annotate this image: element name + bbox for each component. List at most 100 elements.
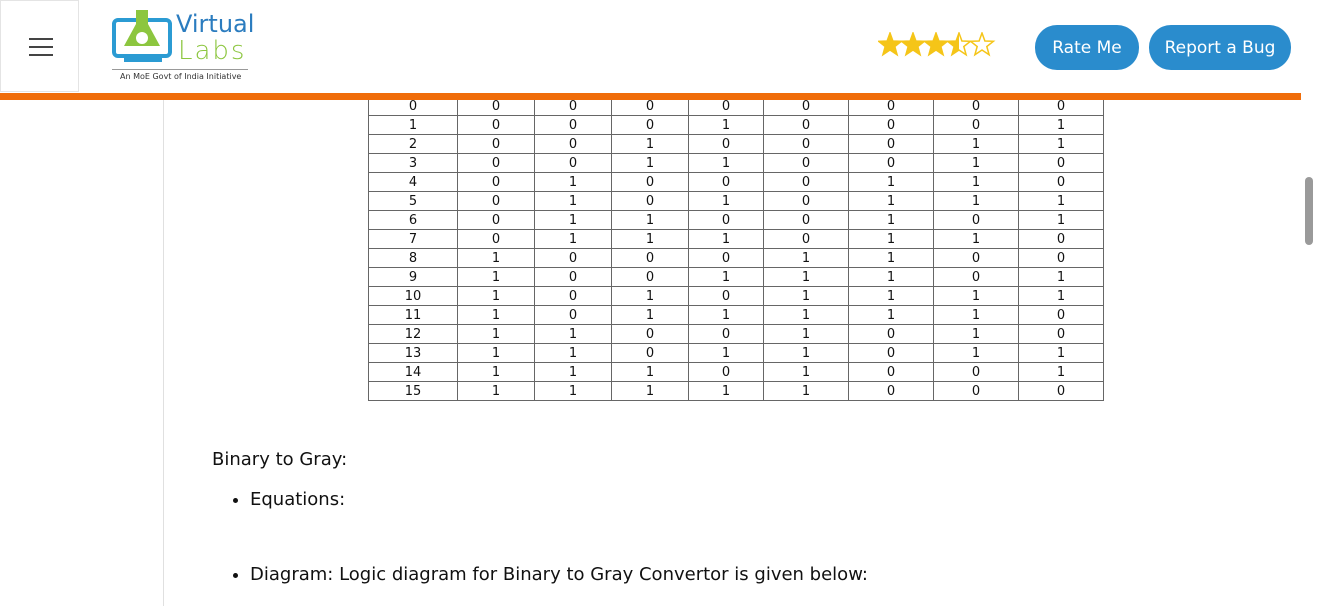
table-cell: 1	[611, 229, 689, 249]
bullet-item: Equations:	[250, 489, 345, 510]
table-cell: 0	[611, 324, 689, 344]
table-cell: 0	[848, 134, 934, 154]
table-cell: 0	[763, 134, 849, 154]
table-cell: 1	[933, 153, 1019, 173]
report-bug-button[interactable]: Report a Bug	[1149, 25, 1291, 70]
table-cell: 1	[763, 324, 849, 344]
table-cell: 1	[1018, 134, 1104, 154]
table-cell: 1	[763, 267, 849, 287]
table-cell: 1	[688, 229, 764, 249]
table-cell: 1	[688, 115, 764, 135]
table-cell: 1	[534, 343, 612, 363]
table-cell: 0	[534, 267, 612, 287]
table-cell: 1	[611, 305, 689, 325]
table-cell: 1	[1018, 267, 1104, 287]
table-cell: 1	[1018, 286, 1104, 306]
bullet-item: Diagram: Logic diagram for Binary to Gra…	[250, 564, 868, 585]
table-cell: 0	[534, 115, 612, 135]
table-cell: 1	[933, 172, 1019, 192]
table-cell: 0	[534, 134, 612, 154]
table-cell: 0	[848, 381, 934, 401]
table-row: 13 1 1 0 1 1 0 1 1	[368, 343, 1104, 363]
table-cell: 1	[611, 381, 689, 401]
table-cell: 0	[688, 248, 764, 268]
table-cell: 1	[763, 305, 849, 325]
scroll-thumb[interactable]	[1305, 177, 1313, 245]
table-cell: 1	[368, 115, 458, 135]
table-cell: 3	[368, 153, 458, 173]
table-cell: 0	[688, 134, 764, 154]
table-cell: 0	[848, 153, 934, 173]
table-cell: 1	[457, 362, 535, 382]
table-cell: 0	[933, 381, 1019, 401]
table-cell: 1	[611, 362, 689, 382]
table-row: 11 1 0 1 1 1 1 1 0	[368, 305, 1104, 325]
table-cell: 4	[368, 172, 458, 192]
table-cell: 0	[534, 305, 612, 325]
table-cell: 1	[848, 305, 934, 325]
table-cell: 1	[848, 191, 934, 211]
table-cell: 1	[848, 248, 934, 268]
logo-tagline: An MoE Govt of India Initiative	[120, 72, 242, 81]
table-cell: 14	[368, 362, 458, 382]
sidebar-border	[163, 100, 164, 606]
table-cell: 0	[688, 172, 764, 192]
table-cell: 0	[611, 172, 689, 192]
table-cell: 15	[368, 381, 458, 401]
table-cell: 0	[457, 229, 535, 249]
table-cell: 0	[688, 210, 764, 230]
table-cell: 1	[848, 229, 934, 249]
table-cell: 0	[763, 172, 849, 192]
table-cell: 1	[848, 172, 934, 192]
table-cell: 0	[1018, 153, 1104, 173]
table-cell: 5	[368, 191, 458, 211]
table-cell: 1	[611, 210, 689, 230]
table-cell: 0	[534, 248, 612, 268]
table-cell: 1	[688, 343, 764, 363]
table-cell: 0	[1018, 229, 1104, 249]
table-cell: 0	[611, 115, 689, 135]
logo-divider	[112, 69, 248, 70]
menu-button[interactable]	[0, 0, 79, 92]
table-cell: 0	[457, 115, 535, 135]
table-cell: 1	[457, 248, 535, 268]
rating-stars[interactable]	[878, 32, 996, 58]
section-heading: Binary to Gray:	[212, 449, 348, 470]
table-cell: 1	[848, 267, 934, 287]
table-cell: 12	[368, 324, 458, 344]
table-cell: 0	[848, 343, 934, 363]
table-cell: 0	[457, 153, 535, 173]
rate-button[interactable]: Rate Me	[1035, 25, 1139, 70]
table-cell: 11	[368, 305, 458, 325]
scrollbar[interactable]	[1301, 0, 1318, 606]
table-cell: 0	[933, 210, 1019, 230]
logo-icon	[112, 10, 172, 62]
table-cell: 0	[933, 115, 1019, 135]
table-cell: 0	[848, 115, 934, 135]
table-cell: 0	[1018, 305, 1104, 325]
table-cell: 1	[688, 153, 764, 173]
table-cell: 1	[848, 286, 934, 306]
rating-star	[945, 32, 973, 57]
table-cell: 0	[763, 115, 849, 135]
table-cell: 1	[933, 286, 1019, 306]
table-cell: 7	[368, 229, 458, 249]
table-cell: 0	[611, 343, 689, 363]
table-cell: 1	[534, 362, 612, 382]
table-cell: 0	[1018, 248, 1104, 268]
table-cell: 0	[534, 153, 612, 173]
header-accent-bar	[0, 93, 1301, 100]
table-cell: 0	[457, 191, 535, 211]
table-row: 12 1 1 0 0 1 0 1 0	[368, 324, 1104, 344]
table-cell: 1	[688, 191, 764, 211]
table-cell: 9	[368, 267, 458, 287]
table-cell: 1	[1018, 343, 1104, 363]
table-cell: 0	[457, 210, 535, 230]
table-cell: 1	[1018, 191, 1104, 211]
table-cell: 1	[611, 286, 689, 306]
table-cell: 0	[688, 324, 764, 344]
